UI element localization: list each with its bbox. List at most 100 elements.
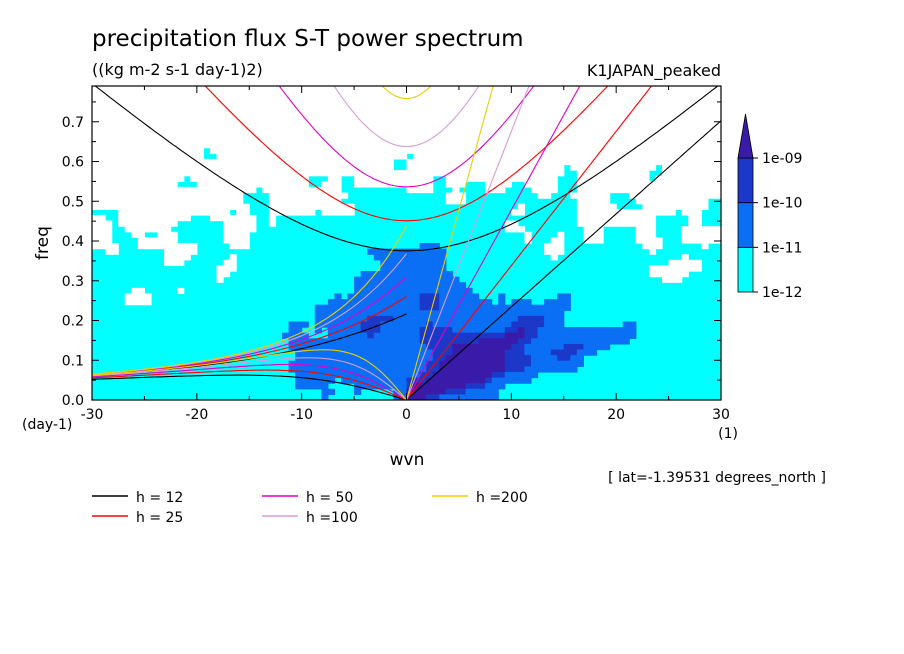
field-cell bbox=[144, 192, 152, 199]
field-cell bbox=[648, 125, 657, 132]
field-cell bbox=[124, 114, 132, 121]
field-cell bbox=[367, 175, 375, 182]
field-cell bbox=[150, 97, 159, 104]
field-cell bbox=[622, 102, 630, 110]
field-cell bbox=[517, 125, 526, 132]
field-cell bbox=[164, 136, 172, 143]
field-cell bbox=[458, 343, 467, 351]
field-cell bbox=[413, 265, 421, 272]
field-cell bbox=[570, 102, 578, 110]
field-cell bbox=[367, 114, 375, 121]
field-cell bbox=[367, 181, 375, 188]
field-cell bbox=[642, 214, 650, 222]
field-cell bbox=[616, 209, 624, 216]
field-cell bbox=[321, 147, 329, 154]
field-cell bbox=[367, 119, 375, 126]
field-cell bbox=[295, 360, 303, 367]
field-cell bbox=[413, 327, 421, 334]
field-cell bbox=[478, 388, 486, 395]
field-cell bbox=[301, 130, 309, 138]
field-cell bbox=[609, 338, 617, 345]
field-cell bbox=[563, 327, 571, 334]
field-cell bbox=[491, 136, 499, 143]
field-cell bbox=[681, 142, 689, 149]
field-cell bbox=[380, 282, 388, 289]
field-cell bbox=[491, 355, 499, 362]
field-cell bbox=[498, 360, 506, 367]
field-cell bbox=[203, 136, 211, 143]
field-cell bbox=[563, 147, 571, 154]
field-cell bbox=[550, 366, 558, 373]
field-cell bbox=[603, 327, 611, 334]
field-cell bbox=[177, 125, 185, 132]
field-cell bbox=[583, 349, 591, 356]
field-cell bbox=[445, 136, 453, 143]
field-cell bbox=[98, 198, 106, 205]
field-cell bbox=[347, 209, 355, 216]
x-tick-label: 0 bbox=[402, 407, 411, 423]
field-cell bbox=[406, 119, 414, 126]
field-cell bbox=[177, 108, 185, 115]
field-cell bbox=[111, 102, 119, 110]
field-cell bbox=[406, 282, 414, 289]
field-cell bbox=[655, 114, 663, 121]
field-cell bbox=[144, 220, 152, 227]
field-cell bbox=[360, 282, 368, 289]
field-cell bbox=[295, 209, 303, 216]
field-cell bbox=[635, 86, 643, 93]
field-cell bbox=[321, 170, 329, 177]
field-cell bbox=[373, 343, 381, 351]
field-cell bbox=[688, 186, 696, 194]
field-cell bbox=[576, 355, 584, 362]
field-cell bbox=[576, 114, 584, 121]
field-cell bbox=[458, 125, 467, 132]
field-cell bbox=[367, 125, 375, 132]
field-cell bbox=[472, 371, 480, 379]
field-cell bbox=[596, 338, 604, 345]
field-cell bbox=[236, 142, 244, 149]
field-cell bbox=[426, 130, 434, 138]
field-cell bbox=[360, 343, 368, 351]
field-cell bbox=[589, 147, 598, 154]
field-cell bbox=[196, 209, 204, 216]
field-cell bbox=[314, 142, 322, 149]
field-cell bbox=[504, 226, 512, 233]
field-cell bbox=[701, 119, 709, 126]
field-cell bbox=[589, 164, 598, 171]
field-cell bbox=[445, 321, 453, 328]
field-cell bbox=[504, 366, 512, 373]
field-cell bbox=[603, 153, 611, 160]
field-cell bbox=[177, 214, 185, 222]
field-cell bbox=[150, 243, 159, 250]
field-cell bbox=[386, 119, 394, 126]
field-cell bbox=[268, 125, 277, 132]
field-cell bbox=[511, 108, 519, 115]
field-cell bbox=[144, 164, 152, 171]
field-cell bbox=[635, 119, 643, 126]
field-cell bbox=[675, 265, 683, 272]
field-cell bbox=[432, 383, 440, 390]
field-cell bbox=[268, 147, 277, 154]
field-cell bbox=[282, 186, 290, 194]
field-cell bbox=[327, 388, 336, 395]
field-cell bbox=[229, 254, 237, 261]
field-cell bbox=[367, 355, 375, 362]
field-cell bbox=[288, 186, 296, 194]
field-cell bbox=[399, 338, 408, 345]
field-cell bbox=[360, 147, 368, 154]
field-cell bbox=[413, 338, 421, 345]
field-cell bbox=[144, 293, 152, 300]
field-cell bbox=[268, 153, 277, 160]
field-cell bbox=[563, 366, 571, 373]
field-cell bbox=[399, 304, 408, 311]
field-cell bbox=[137, 181, 146, 188]
field-cell bbox=[203, 86, 211, 93]
field-cell bbox=[550, 321, 558, 328]
field-cell bbox=[530, 360, 539, 367]
field-cell bbox=[426, 175, 434, 182]
field-cell bbox=[386, 355, 394, 362]
field-cell bbox=[530, 108, 539, 115]
field-cell bbox=[301, 119, 309, 126]
field-cell bbox=[557, 153, 565, 160]
field-cell bbox=[478, 394, 486, 400]
